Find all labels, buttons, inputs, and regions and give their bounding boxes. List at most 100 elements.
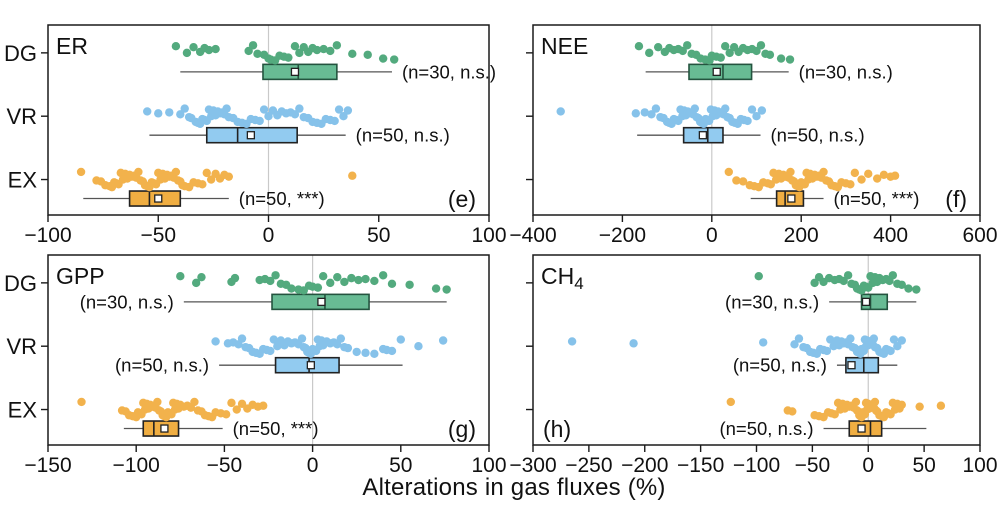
group-label-ex: EX [8, 168, 38, 193]
x-tick-label: −150 [677, 454, 724, 477]
data-dot-ex [936, 401, 946, 410]
x-tick-label: 50 [389, 454, 412, 477]
data-dot-vr [822, 346, 832, 356]
x-tick-label: −100 [113, 454, 160, 477]
panel-title: ER [56, 33, 88, 59]
data-dot-vr [414, 342, 423, 351]
data-dot-vr [759, 338, 768, 347]
data-dot-dg [211, 44, 220, 54]
mean-marker [857, 424, 866, 433]
data-dot-dg [810, 278, 819, 288]
panel-title: NEE [541, 33, 588, 59]
data-dot-dg [333, 272, 342, 282]
data-dot-ex [786, 167, 795, 177]
x-axis-title: Alterations in gas fluxes (%) [362, 474, 666, 501]
data-dot-vr [897, 336, 906, 345]
data-dot-vr [747, 105, 757, 114]
data-dot-dg [271, 271, 280, 280]
mean-marker [861, 297, 871, 307]
data-dot-ex [224, 172, 234, 181]
data-dot-vr [266, 346, 275, 356]
data-dot-vr [255, 116, 264, 126]
data-dot-dg [244, 46, 253, 56]
data-dot-ex [897, 400, 906, 409]
data-dot-dg [191, 278, 201, 288]
data-dot-vr [567, 337, 577, 346]
annotation-label: (n=50, ***) [233, 418, 319, 439]
data-dot-dg [683, 41, 692, 50]
data-dot-dg [904, 284, 913, 293]
data-dot-vr [295, 104, 304, 113]
data-dot-ex [227, 398, 236, 408]
mean-marker [847, 361, 856, 370]
x-tick-label: 50 [912, 454, 935, 477]
x-tick-label: −50 [795, 454, 831, 477]
data-dot-dg [785, 55, 795, 64]
data-dot-dg [756, 41, 766, 50]
data-dot-dg [326, 46, 335, 56]
data-dot-dg [189, 42, 198, 52]
mean-marker [712, 67, 721, 77]
data-dot-ex [732, 176, 741, 185]
data-dot-dg [354, 275, 363, 285]
data-dot-dg [230, 273, 240, 283]
data-dot-dg [266, 276, 275, 286]
data-dot-ex [202, 168, 211, 178]
group-label-dg: DG [4, 41, 37, 66]
data-dot-dg [754, 272, 763, 281]
data-dot-ex [726, 397, 735, 407]
annotation-label: (n=50, n.s.) [115, 355, 209, 376]
x-tick-label: 0 [862, 454, 874, 477]
data-dot-vr [690, 104, 700, 113]
data-dot-dg [332, 41, 342, 50]
data-dot-dg [248, 41, 258, 50]
data-dot-dg [725, 48, 734, 58]
panel-g: DG (n=30, n.s.) VR (n=50, n.s.) EX (n=50, ***… [4, 254, 507, 477]
x-tick-label: −150 [24, 454, 71, 477]
x-tick-label: −50 [207, 454, 243, 477]
data-dot-dg [318, 272, 328, 281]
data-dot-dg [431, 284, 441, 293]
data-dot-vr [165, 108, 174, 117]
panel-e: DG (n=30, n.s.) VR (n=50, n.s.) EX (n=50, ***… [4, 24, 507, 247]
data-dot-vr [352, 347, 361, 357]
mean-marker [317, 297, 326, 307]
data-dot-vr [886, 346, 895, 356]
data-dot-ex [232, 405, 241, 414]
x-tick-label: 400 [873, 224, 908, 247]
data-dot-vr [269, 335, 278, 344]
data-dot-dg [653, 42, 663, 52]
data-dot-ex [221, 410, 231, 419]
data-dot-ex [190, 397, 199, 407]
data-dot-vr [757, 106, 767, 115]
data-dot-ex [77, 397, 86, 407]
data-dot-ex [864, 169, 873, 179]
data-dot-vr [721, 104, 730, 113]
data-dot-ex [819, 167, 828, 177]
data-dot-ex [134, 167, 143, 177]
data-dot-dg [645, 48, 654, 58]
data-dot-vr [556, 107, 565, 116]
data-dot-dg [348, 49, 357, 59]
data-dot-vr [336, 334, 346, 343]
data-dot-vr [647, 110, 656, 119]
data-dot-dg [839, 276, 848, 286]
data-dot-vr [752, 112, 761, 121]
panel-h: (n=30, n.s.) (n=50, n.s.) (n=50, n.s.) −300… [509, 254, 998, 477]
annotation-label: (n=50, ***) [834, 188, 920, 209]
x-tick-label: 100 [962, 454, 997, 477]
annotation-label: (n=50, n.s.) [719, 418, 813, 439]
data-dot-vr [869, 334, 879, 343]
x-tick-label: −100 [733, 454, 780, 477]
data-dot-vr [339, 112, 348, 121]
panel-frame [532, 254, 981, 446]
x-tick-label: −250 [565, 454, 612, 477]
data-dot-ex [153, 397, 162, 407]
data-dot-dg [363, 50, 372, 59]
annotation-label: (n=50, n.s.) [733, 355, 827, 376]
annotation-label: (n=30, n.s.) [725, 291, 819, 312]
data-dot-ex [738, 177, 748, 186]
data-dot-ex [879, 170, 889, 179]
data-dot-dg [721, 42, 730, 51]
